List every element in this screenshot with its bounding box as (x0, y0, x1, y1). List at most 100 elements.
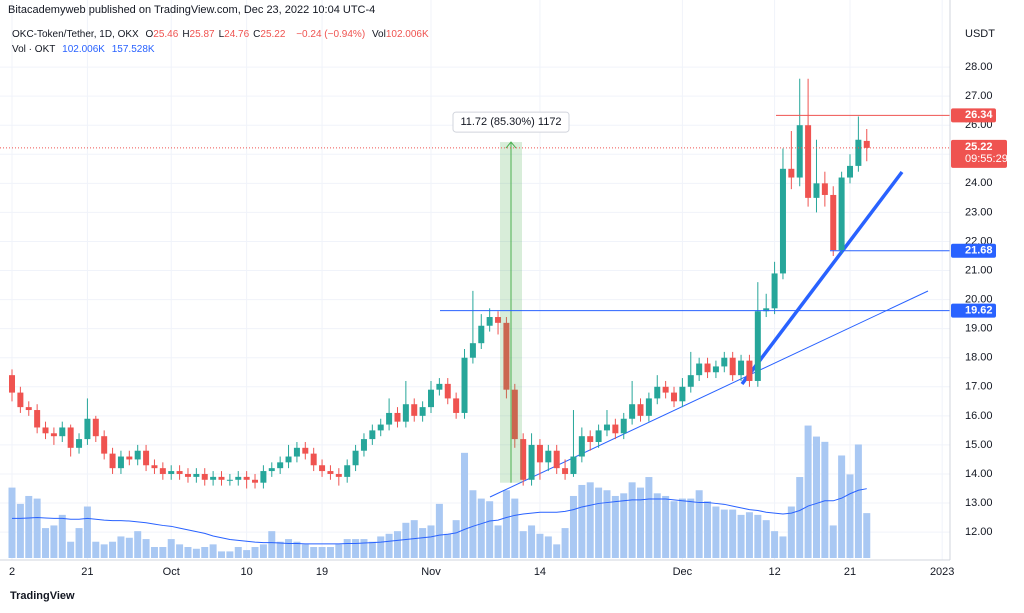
candle-body (293, 447, 300, 457)
ohlc-label: C (253, 29, 261, 40)
candle-body (612, 424, 619, 434)
change: −0.24 (−0.94%) (296, 29, 366, 40)
candle-body (645, 398, 652, 416)
candles (9, 78, 870, 489)
volume-bar (33, 498, 41, 558)
volume-bar (771, 531, 779, 558)
volume-bar (167, 539, 175, 558)
candle-body (469, 343, 476, 358)
ohlc-label: H (182, 29, 190, 40)
volume-bar (285, 539, 293, 558)
y-tick-label: 19.00 (965, 323, 993, 335)
volume-bar (670, 501, 678, 558)
candle-body (771, 273, 778, 309)
vol-title: Vol · OKT (12, 44, 56, 55)
candle-body (42, 427, 49, 434)
candle-body (159, 468, 166, 474)
volume-bar (343, 539, 351, 558)
measure-arrowhead (505, 141, 517, 149)
volume-bar (695, 490, 703, 558)
volume-legend: Vol · OKT 102.006K 157.528K (12, 44, 159, 55)
volume-bar (678, 498, 686, 558)
volume-bar (92, 541, 100, 558)
volume-bar (821, 441, 829, 558)
volume-bar (720, 509, 728, 558)
volume-bar (276, 541, 284, 558)
candle-body (453, 398, 460, 413)
candle-body (25, 407, 32, 411)
candle-body (813, 183, 820, 198)
countdown-label: 09:55:29 (965, 153, 1008, 165)
volume-bar (318, 547, 326, 558)
volume-bar (578, 484, 586, 558)
candle-body (201, 473, 208, 480)
candle-body (402, 404, 409, 422)
y-tick-label: 27.00 (965, 90, 993, 102)
candle-body (637, 404, 644, 416)
volume-bar (75, 528, 83, 558)
candle-body (595, 430, 602, 443)
candle-body (67, 427, 74, 448)
x-tick-label: 21 (844, 566, 856, 578)
x-tick-label: 21 (81, 566, 93, 578)
volume-bar (561, 528, 569, 558)
candle-body (662, 386, 669, 393)
volume-bar (536, 533, 544, 558)
volume-bar (804, 425, 812, 558)
x-tick-label: 2023 (930, 566, 954, 578)
candle-body (712, 366, 719, 373)
candle-body (134, 450, 141, 460)
last-price-label: 25.22 (965, 141, 993, 153)
candle-body (830, 194, 837, 251)
candle-body (84, 418, 91, 440)
volume-bar (352, 539, 360, 558)
candle-body (779, 168, 786, 274)
volume-bar (234, 547, 242, 558)
volume-bar (16, 503, 24, 558)
candle-body (335, 473, 342, 477)
y-tick-label: 16.00 (965, 410, 993, 422)
volume-bar (67, 541, 75, 558)
volume-bar (645, 477, 653, 558)
candle-body (176, 471, 183, 474)
volume-bar (201, 547, 209, 558)
y-tick-label: 24.00 (965, 177, 993, 189)
candle-body (620, 418, 627, 434)
x-tick-label: 14 (534, 566, 546, 578)
volume-bar (393, 531, 401, 558)
candle-body (428, 389, 434, 408)
volume-bar (243, 550, 251, 558)
ohlc-value: 25.22 (260, 29, 286, 40)
candle-body (671, 392, 678, 402)
candle-body (838, 177, 845, 251)
last-price-tag (951, 139, 1007, 168)
volume-bar (611, 495, 619, 558)
volume-bar (360, 539, 368, 558)
volume-bar (326, 547, 334, 558)
volume-bar (511, 498, 519, 558)
volume-bar (301, 544, 309, 558)
candle-body (243, 476, 250, 480)
volume-bar (544, 536, 552, 558)
volume-bar (779, 536, 787, 558)
candle-body (17, 392, 24, 408)
volume-bar (846, 474, 854, 558)
vol-label: Vol (371, 29, 386, 40)
candle-body (210, 476, 217, 480)
candle-body (528, 444, 535, 480)
candle-body (746, 360, 753, 381)
volume-bar (762, 520, 770, 558)
volume-bar (435, 503, 443, 558)
candle-body (729, 357, 736, 376)
candle-body (503, 322, 510, 390)
candle-body (721, 357, 728, 367)
ohlc-label: L (218, 29, 225, 40)
symbol: OKC-Token/Tether, 1D, OKX (12, 29, 139, 40)
price-tag (951, 303, 996, 318)
y-tick-label: 12.00 (965, 526, 993, 538)
ohlc-values: O25.46 H25.87 L24.76 C25.22 (146, 29, 290, 40)
candle-body (9, 375, 15, 393)
volume-bar (477, 498, 485, 558)
candle-body (394, 412, 401, 422)
volume-bar (209, 544, 217, 558)
